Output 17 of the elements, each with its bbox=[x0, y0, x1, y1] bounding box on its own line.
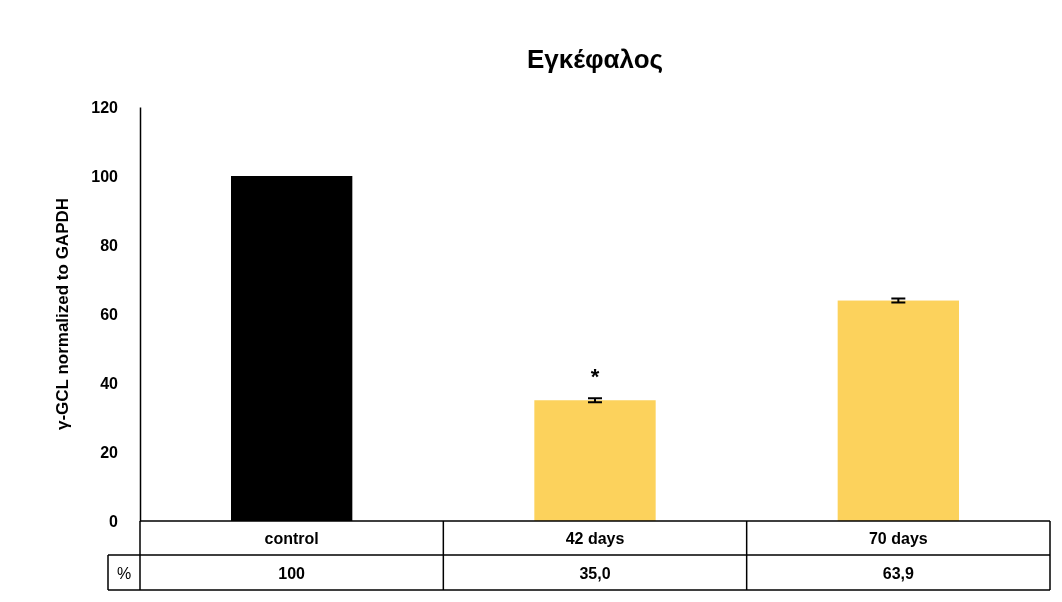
x-tick-label: 42 days bbox=[565, 530, 625, 547]
data-label: 63,9 bbox=[882, 564, 915, 582]
x-tick-label: 70 days bbox=[868, 530, 928, 547]
y-tick-label: 40 bbox=[100, 374, 119, 392]
data-label: 100 bbox=[278, 564, 306, 582]
chart-title: Εγκέφαλος bbox=[526, 44, 664, 74]
y-axis-title: γ-GCL normalized to GAPDH bbox=[53, 197, 72, 431]
y-tick-label: 60 bbox=[100, 305, 119, 323]
y-tick-label: 0 bbox=[109, 512, 119, 530]
y-tick-label: 20 bbox=[100, 443, 119, 461]
y-tick-label: 100 bbox=[91, 167, 119, 185]
y-tick-label: 80 bbox=[100, 236, 119, 254]
x-tick-label: control bbox=[264, 530, 319, 547]
text: % bbox=[116, 564, 132, 582]
data-label: 35,0 bbox=[579, 564, 611, 582]
y-tick-label: 120 bbox=[91, 98, 119, 116]
annotation: * bbox=[590, 364, 600, 390]
